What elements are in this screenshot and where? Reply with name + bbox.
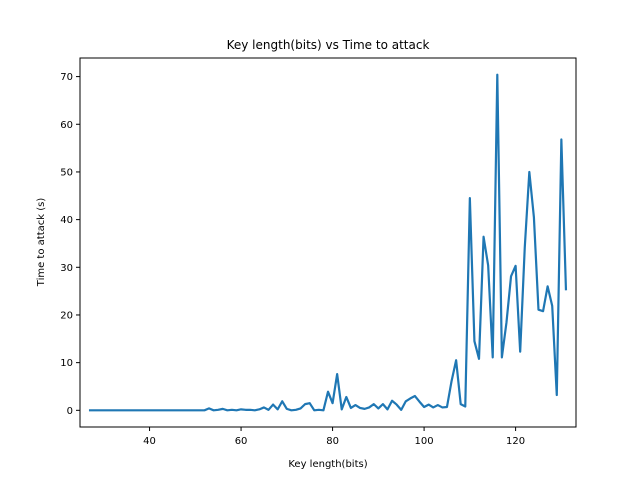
y-tick-label: 50	[60, 167, 73, 178]
plot-area	[79, 57, 577, 428]
x-axis: 40 60 80 100 120	[143, 427, 525, 447]
y-tick-label: 0	[67, 406, 73, 417]
x-tick-label: 40	[143, 436, 156, 447]
chart-title: Key length(bits) vs Time to attack	[227, 38, 430, 52]
x-tick-label: 80	[326, 436, 339, 447]
x-tick-label: 100	[415, 436, 434, 447]
y-tick-label: 40	[60, 215, 73, 226]
y-tick-label: 70	[60, 72, 73, 83]
x-axis-label: Key length(bits)	[288, 459, 367, 470]
x-tick-label: 60	[235, 436, 248, 447]
plot-frame	[79, 57, 577, 428]
y-tick-label: 20	[60, 310, 73, 321]
x-tick-label: 120	[506, 436, 525, 447]
y-tick-label: 10	[60, 358, 73, 369]
y-tick-label: 30	[60, 263, 73, 274]
y-axis: 0 10 20 30 40 50 60 70	[60, 72, 80, 417]
y-axis-label: Time to attack (s)	[36, 198, 47, 288]
y-tick-label: 60	[60, 120, 73, 131]
series-line-0	[88, 73, 568, 412]
